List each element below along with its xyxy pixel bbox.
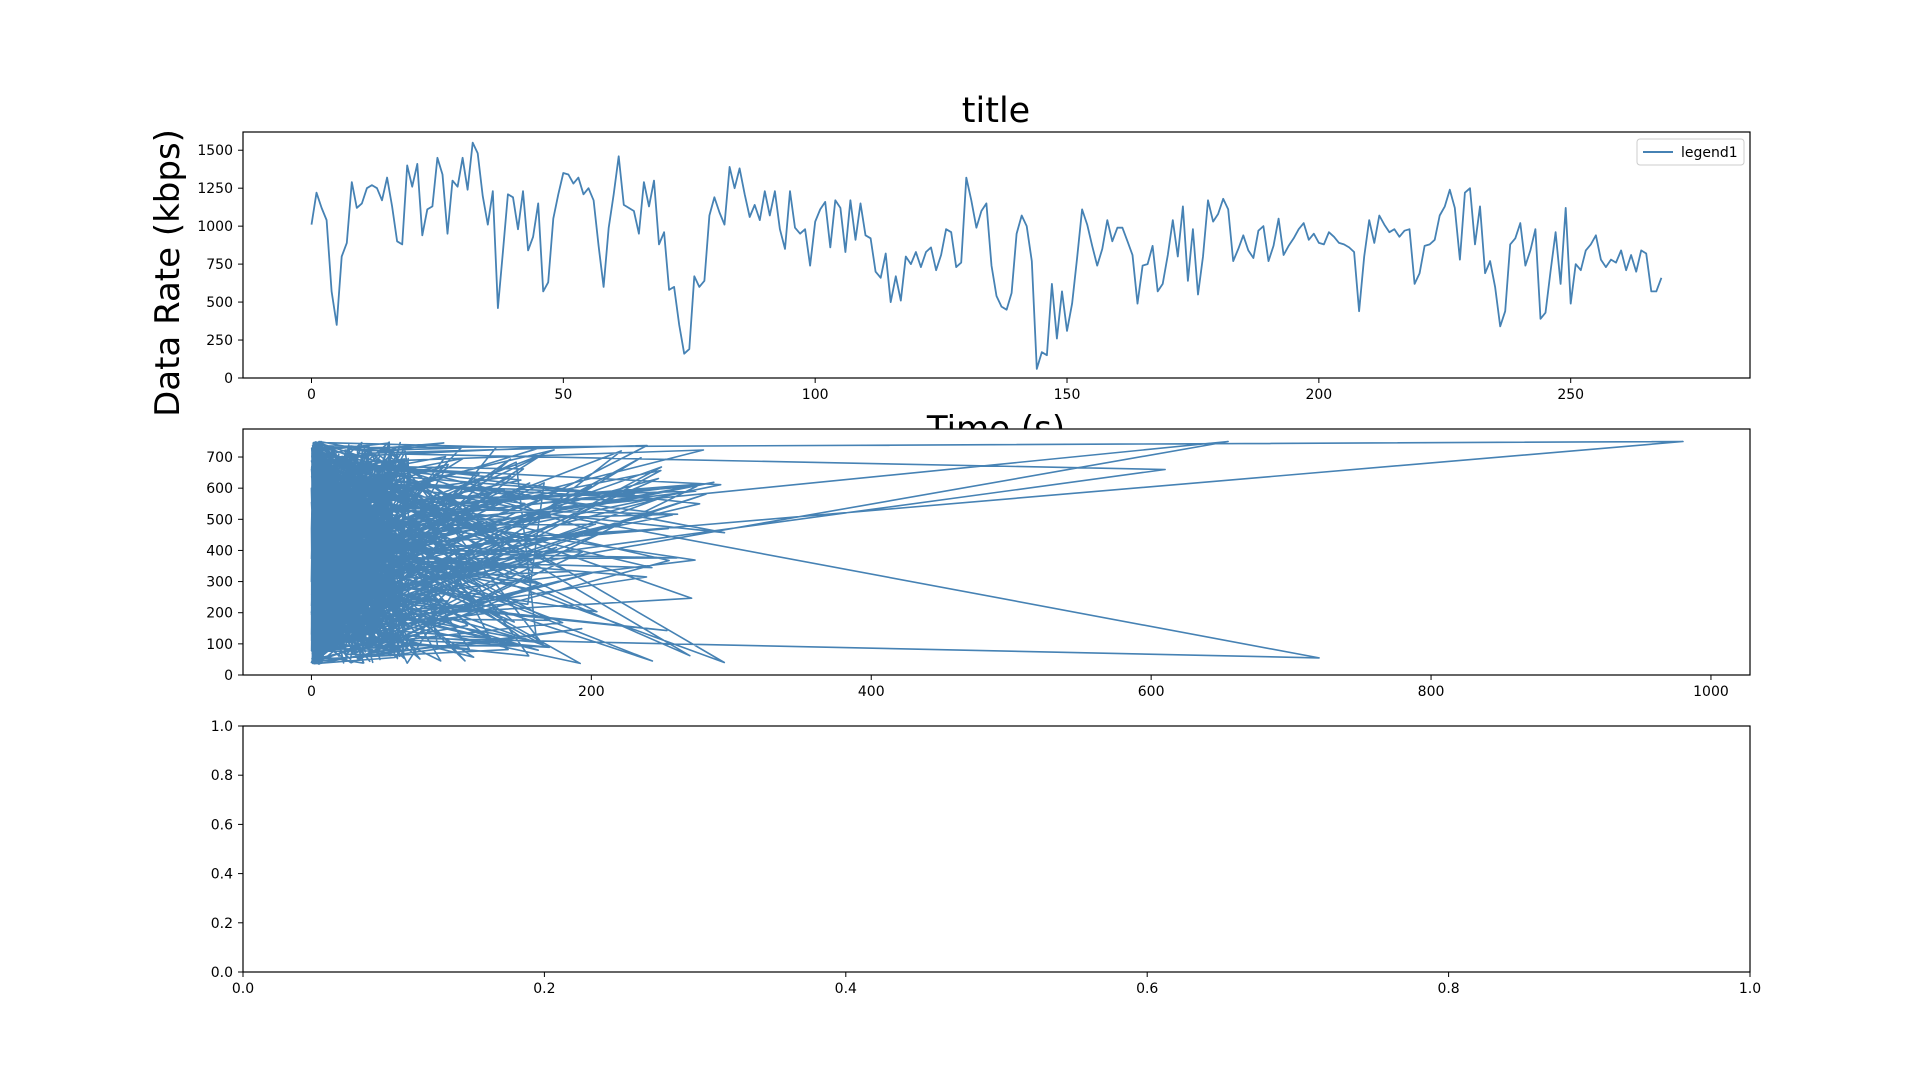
y-tick-label: 400 bbox=[206, 543, 233, 559]
y-tick-label: 0.2 bbox=[211, 916, 233, 932]
x-tick-label: 800 bbox=[1418, 684, 1445, 700]
y-tick-label: 600 bbox=[206, 481, 233, 497]
x-tick-label: 1.0 bbox=[1739, 981, 1761, 997]
y-tick-label: 0.0 bbox=[211, 965, 233, 981]
series-line-legend1 bbox=[310, 141, 1663, 370]
x-tick-label: 200 bbox=[578, 684, 605, 700]
legend: legend1 bbox=[1636, 138, 1745, 166]
series-scribble bbox=[310, 440, 1684, 665]
y-axis-ticks-2: 0 100 200 300 400 500 600 700 bbox=[206, 450, 243, 684]
x-tick-label: 0.4 bbox=[835, 981, 857, 997]
y-tick-label: 700 bbox=[206, 450, 233, 466]
x-tick-label: 200 bbox=[1305, 387, 1332, 403]
x-tick-label: 400 bbox=[858, 684, 885, 700]
y-tick-label: 0.6 bbox=[211, 817, 233, 833]
y-tick-label: 500 bbox=[206, 295, 233, 311]
y-tick-label: 0 bbox=[224, 668, 233, 684]
plot-frame-3 bbox=[242, 725, 1751, 973]
y-tick-label: 200 bbox=[206, 606, 233, 622]
series-legend1 bbox=[310, 141, 1663, 370]
y-axis-label: Data Rate (kbps) bbox=[148, 129, 188, 417]
chart-panel-2: 0 200 400 600 800 1000 0 100 200 300 400 500 600 700 bbox=[206, 428, 1751, 700]
y-tick-label: 0.4 bbox=[211, 867, 233, 883]
x-tick-label: 0 bbox=[307, 684, 316, 700]
y-tick-label: 300 bbox=[206, 575, 233, 591]
y-tick-label: 1.0 bbox=[211, 719, 233, 735]
plot-frame-1 bbox=[242, 131, 1751, 379]
chart-title: title bbox=[962, 91, 1030, 131]
y-tick-label: 750 bbox=[206, 257, 233, 273]
y-axis-ticks-3: 0.0 0.2 0.4 0.6 0.8 1.0 bbox=[211, 719, 243, 981]
x-tick-label: 0.2 bbox=[533, 981, 555, 997]
x-axis-ticks: 0 50 100 150 200 250 bbox=[307, 378, 1584, 403]
y-tick-label: 250 bbox=[206, 333, 233, 349]
chart-panel-1: title Data Rate (kbps) 0 50 100 150 200 250 0… bbox=[148, 91, 1751, 449]
legend-box bbox=[1636, 138, 1745, 166]
x-tick-label: 600 bbox=[1138, 684, 1165, 700]
x-tick-label: 150 bbox=[1054, 387, 1081, 403]
x-tick-label: 100 bbox=[802, 387, 829, 403]
x-tick-label: 0 bbox=[307, 387, 316, 403]
y-tick-label: 0 bbox=[224, 371, 233, 387]
y-tick-label: 100 bbox=[206, 637, 233, 653]
y-tick-label: 1000 bbox=[197, 219, 233, 235]
chart-panel-3: 0.0 0.2 0.4 0.6 0.8 1.0 0.0 0.2 0.4 0.6 0.8 1.0 bbox=[211, 719, 1761, 997]
x-axis-ticks-2: 0 200 400 600 800 1000 bbox=[307, 675, 1729, 700]
x-tick-label: 1000 bbox=[1693, 684, 1729, 700]
plot-frame-2 bbox=[242, 428, 1751, 676]
x-tick-label: 0.0 bbox=[232, 981, 254, 997]
x-tick-label: 0.6 bbox=[1136, 981, 1158, 997]
y-tick-label: 1250 bbox=[197, 181, 233, 197]
x-tick-label: 0.8 bbox=[1437, 981, 1459, 997]
y-tick-label: 0.8 bbox=[211, 768, 233, 784]
y-axis-ticks: 0 250 500 750 1000 1250 1500 bbox=[197, 143, 243, 387]
y-tick-label: 1500 bbox=[197, 143, 233, 159]
legend-label: legend1 bbox=[1681, 145, 1738, 161]
x-tick-label: 50 bbox=[554, 387, 572, 403]
x-tick-label: 250 bbox=[1557, 387, 1584, 403]
x-axis-ticks-3: 0.0 0.2 0.4 0.6 0.8 1.0 bbox=[232, 972, 1761, 997]
y-tick-label: 500 bbox=[206, 512, 233, 528]
series-line-2 bbox=[310, 440, 1684, 665]
